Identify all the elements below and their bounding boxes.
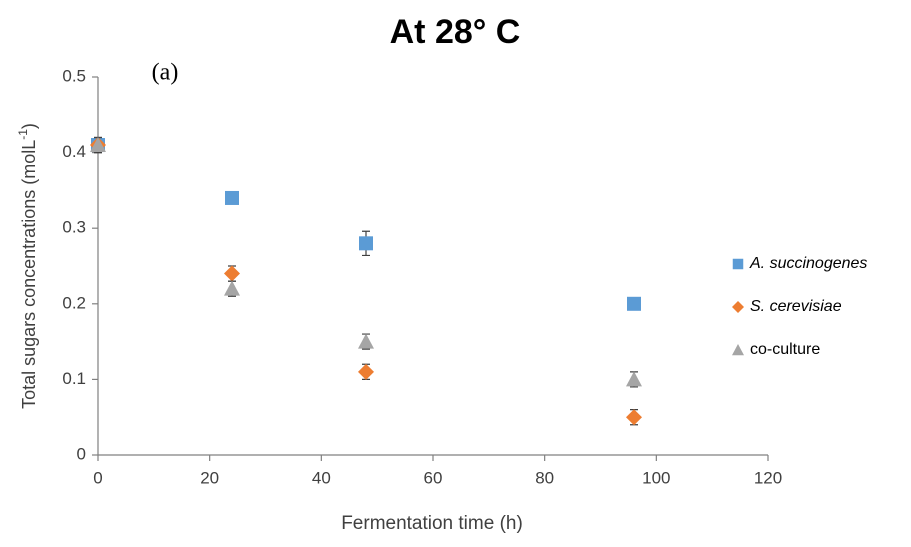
point	[358, 363, 374, 380]
point	[224, 280, 240, 296]
y-axis-label-end: )	[19, 123, 39, 129]
point	[359, 236, 373, 251]
legend-label: co-culture	[750, 341, 820, 358]
y-tick-label: 0.3	[62, 218, 86, 237]
legend-label: S. cerevisiae	[750, 298, 842, 315]
y-axis-label-main: Total sugars concentrations (molL	[19, 140, 39, 409]
y-axis-label-sup: -1	[16, 129, 30, 140]
x-tick-label: 100	[642, 468, 670, 487]
y-tick-label: 0.4	[62, 142, 86, 161]
legend-marker	[732, 344, 744, 356]
x-tick-label: 0	[93, 468, 102, 487]
point	[358, 333, 374, 349]
point	[224, 265, 240, 282]
x-axis-label: Fermentation time (h)	[341, 513, 523, 534]
y-tick-label: 0.2	[62, 293, 86, 312]
legend-marker	[732, 258, 744, 270]
legend-label: A. succinogenes	[749, 255, 867, 272]
legend-marker	[732, 301, 744, 313]
y-tick-label: 0.5	[62, 66, 86, 85]
y-axis-label: Total sugars concentrations (molL-1)	[16, 123, 39, 409]
x-tick-label: 40	[312, 468, 331, 487]
point	[225, 190, 239, 205]
point	[626, 371, 642, 387]
y-tick-label: 0	[77, 444, 86, 463]
x-tick-label: 60	[424, 468, 443, 487]
annotation: (a)	[152, 60, 179, 86]
point	[90, 137, 106, 153]
x-tick-label: 120	[754, 468, 782, 487]
x-tick-label: 80	[535, 468, 554, 487]
point	[627, 296, 641, 311]
y-tick-label: 0.1	[62, 369, 86, 388]
point	[626, 409, 642, 426]
x-tick-label: 20	[200, 468, 219, 487]
chart-title: At 28° C	[390, 13, 521, 51]
